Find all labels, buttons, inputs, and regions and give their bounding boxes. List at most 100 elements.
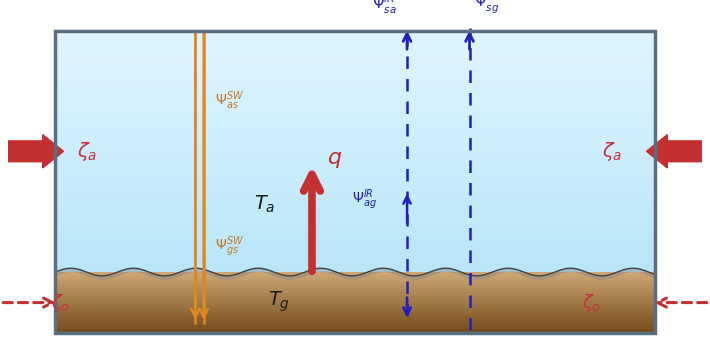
- Bar: [55, 119, 655, 124]
- Bar: [55, 152, 655, 156]
- Bar: [55, 220, 655, 224]
- Bar: [55, 248, 655, 252]
- Bar: [55, 196, 655, 200]
- Bar: [55, 310, 655, 312]
- Bar: [55, 184, 655, 188]
- Bar: [55, 208, 655, 212]
- Bar: [55, 295, 655, 296]
- Bar: [55, 164, 655, 168]
- Bar: [55, 280, 655, 281]
- Bar: [55, 147, 655, 152]
- Text: $\Psi_{as}^{SW}$: $\Psi_{as}^{SW}$: [215, 89, 244, 112]
- Bar: [55, 332, 655, 333]
- Bar: [55, 172, 655, 176]
- Text: $\Psi_{gs}^{SW}$: $\Psi_{gs}^{SW}$: [215, 234, 244, 259]
- Text: $\Psi_{sg}^{IR}$: $\Psi_{sg}^{IR}$: [474, 0, 499, 16]
- Bar: [55, 325, 655, 327]
- Bar: [55, 281, 655, 283]
- Bar: [55, 87, 655, 91]
- FancyArrow shape: [4, 135, 63, 168]
- Bar: [55, 212, 655, 216]
- Bar: [55, 139, 655, 144]
- Bar: [55, 327, 655, 329]
- Bar: [55, 31, 655, 35]
- Bar: [55, 116, 655, 119]
- Bar: [55, 304, 655, 306]
- Text: $\Psi_{ag}^{IR}$: $\Psi_{ag}^{IR}$: [351, 188, 376, 212]
- Bar: [55, 192, 655, 196]
- Bar: [55, 59, 655, 64]
- Bar: [55, 204, 655, 208]
- Text: $\zeta_a$: $\zeta_a$: [77, 140, 97, 163]
- Bar: [55, 160, 655, 164]
- Bar: [55, 100, 655, 103]
- Bar: [55, 35, 655, 39]
- Bar: [55, 83, 655, 87]
- Bar: [55, 136, 655, 139]
- Text: $T_a$: $T_a$: [254, 194, 275, 215]
- Bar: [55, 252, 655, 256]
- Bar: [55, 294, 655, 295]
- Bar: [55, 236, 655, 240]
- Bar: [55, 67, 655, 71]
- Bar: [55, 128, 655, 132]
- Text: $T_g$: $T_g$: [268, 290, 290, 314]
- Bar: [55, 324, 655, 325]
- Bar: [55, 200, 655, 204]
- Bar: [55, 264, 655, 268]
- Bar: [55, 43, 655, 47]
- Bar: [55, 232, 655, 236]
- Bar: [55, 313, 655, 315]
- Bar: [55, 312, 655, 313]
- Bar: [55, 180, 655, 184]
- Bar: [55, 244, 655, 248]
- Bar: [55, 296, 655, 298]
- Bar: [55, 319, 655, 321]
- Bar: [55, 228, 655, 232]
- Bar: [55, 292, 655, 294]
- Bar: [55, 95, 655, 100]
- Bar: [55, 55, 655, 59]
- Bar: [55, 289, 655, 290]
- Bar: [55, 318, 655, 319]
- Bar: [55, 51, 655, 55]
- Text: $\Psi_{sa}^{IR}$: $\Psi_{sa}^{IR}$: [372, 0, 397, 16]
- Bar: [55, 322, 655, 324]
- Bar: [55, 277, 655, 278]
- Bar: [55, 71, 655, 75]
- Bar: [55, 284, 655, 286]
- Text: $\zeta_o$: $\zeta_o$: [51, 291, 70, 314]
- Bar: [55, 286, 655, 287]
- Bar: [55, 156, 655, 160]
- Text: $q$: $q$: [327, 150, 342, 170]
- Bar: [55, 144, 655, 147]
- Bar: [55, 108, 655, 111]
- Bar: [55, 103, 655, 108]
- Bar: [55, 283, 655, 284]
- Bar: [55, 240, 655, 244]
- Bar: [55, 79, 655, 83]
- FancyArrow shape: [647, 135, 706, 168]
- Bar: [55, 278, 655, 280]
- Bar: [55, 330, 655, 332]
- Bar: [55, 92, 655, 95]
- Bar: [55, 132, 655, 136]
- Bar: [55, 307, 655, 309]
- Bar: [55, 301, 655, 303]
- Bar: [55, 329, 655, 330]
- Bar: [55, 124, 655, 128]
- Bar: [55, 224, 655, 228]
- Bar: [55, 176, 655, 180]
- Bar: [55, 303, 655, 304]
- Bar: [55, 272, 655, 273]
- Bar: [55, 298, 655, 299]
- Bar: [55, 309, 655, 310]
- Bar: [55, 39, 655, 43]
- Bar: [55, 47, 655, 51]
- Bar: [55, 290, 655, 292]
- Bar: [55, 168, 655, 172]
- Text: $\zeta_a$: $\zeta_a$: [602, 140, 622, 163]
- Bar: [55, 188, 655, 192]
- Bar: [55, 260, 655, 264]
- Bar: [55, 64, 655, 67]
